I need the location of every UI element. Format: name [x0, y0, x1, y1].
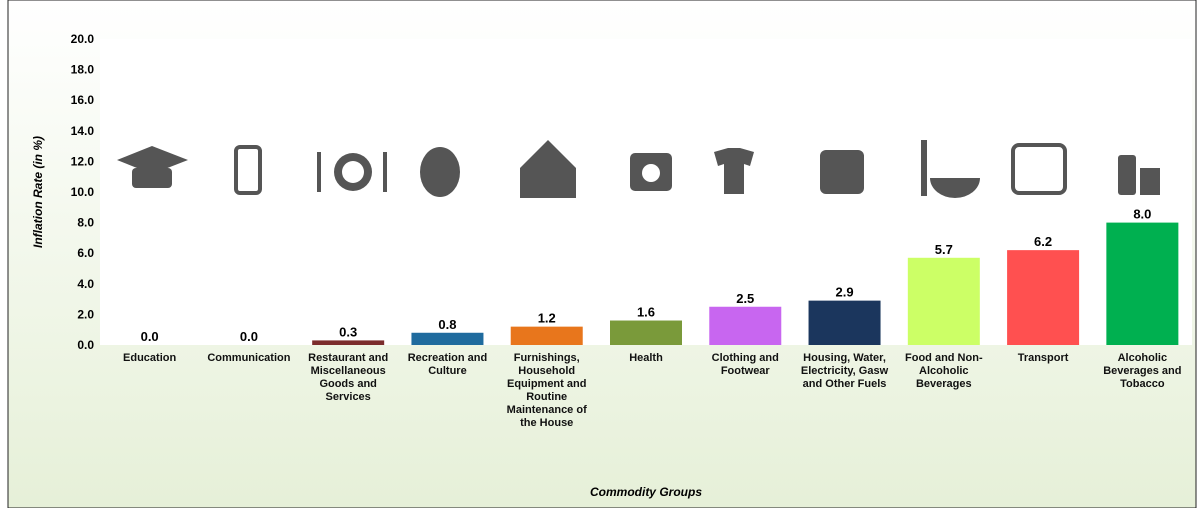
y-tick-label: 4.0	[77, 277, 94, 291]
icon	[234, 145, 262, 195]
bar	[411, 332, 484, 345]
icon	[714, 148, 754, 194]
x-tick-label: Health	[629, 352, 663, 364]
bar	[510, 326, 583, 345]
icon	[132, 168, 172, 188]
icon	[921, 140, 927, 196]
x-tick-label: Housing, Water, Electricity, Gasw and Ot…	[800, 352, 889, 390]
bar	[907, 257, 980, 345]
icon	[642, 164, 660, 182]
icon	[520, 140, 576, 198]
x-tick-label: Food and Non-Alcoholic Beverages	[905, 352, 983, 390]
y-tick-label: 8.0	[77, 216, 94, 230]
data-label: 8.0	[1133, 207, 1151, 222]
y-tick-label: 18.0	[71, 63, 95, 77]
data-label: 0.0	[141, 329, 159, 344]
bar	[808, 300, 881, 345]
x-tick-label: Transport	[1017, 352, 1069, 364]
icon	[383, 152, 387, 192]
y-axis-title: Inflation Rate (in %)	[31, 136, 45, 248]
data-label: 6.2	[1034, 234, 1052, 249]
icons	[117, 140, 1160, 198]
data-label: 0.3	[339, 324, 357, 339]
bar	[312, 340, 385, 345]
icon	[1118, 155, 1136, 195]
icon	[317, 152, 321, 192]
icon	[1140, 168, 1160, 195]
y-tick-label: 14.0	[71, 124, 95, 138]
icon	[117, 146, 188, 174]
y-tick-label: 16.0	[71, 93, 95, 107]
icon	[1011, 143, 1067, 195]
y-tick-label: 12.0	[71, 154, 95, 168]
x-tick-label: Communication	[207, 352, 291, 364]
x-tick-label: Recreation and Culture	[407, 352, 488, 377]
x-tick-label: Alcoholic Beverages and Tobacco	[1103, 352, 1182, 390]
y-tick-label: 6.0	[77, 246, 94, 260]
x-tick-label: Education	[123, 352, 177, 364]
icon	[820, 150, 864, 194]
bar	[1106, 222, 1179, 345]
y-tick-label: 2.0	[77, 307, 94, 321]
icon	[930, 178, 980, 198]
bar	[610, 320, 682, 345]
y-tick-label: 0.0	[77, 338, 94, 352]
x-tick-label: Restaurant and Miscellaneous Goods and S…	[308, 352, 389, 403]
bar	[709, 306, 782, 345]
data-label: 2.9	[836, 285, 854, 300]
x-axis-title: Commodity Groups	[590, 485, 702, 499]
bar	[1007, 250, 1080, 345]
data-label: 1.2	[538, 311, 556, 326]
y-tick-label: 10.0	[71, 185, 95, 199]
icon	[420, 147, 460, 197]
x-tick-label: Furnishings, Household Equipment and Rou…	[506, 352, 587, 429]
data-label: 5.7	[935, 242, 953, 257]
data-label: 0.0	[240, 329, 258, 344]
icon	[342, 161, 364, 183]
x-tick-label: Clothing and Footwear	[711, 352, 779, 377]
data-label: 2.5	[736, 291, 754, 306]
y-tick-label: 20.0	[71, 32, 95, 46]
data-label: 1.6	[637, 305, 655, 320]
data-label: 0.8	[438, 317, 456, 332]
